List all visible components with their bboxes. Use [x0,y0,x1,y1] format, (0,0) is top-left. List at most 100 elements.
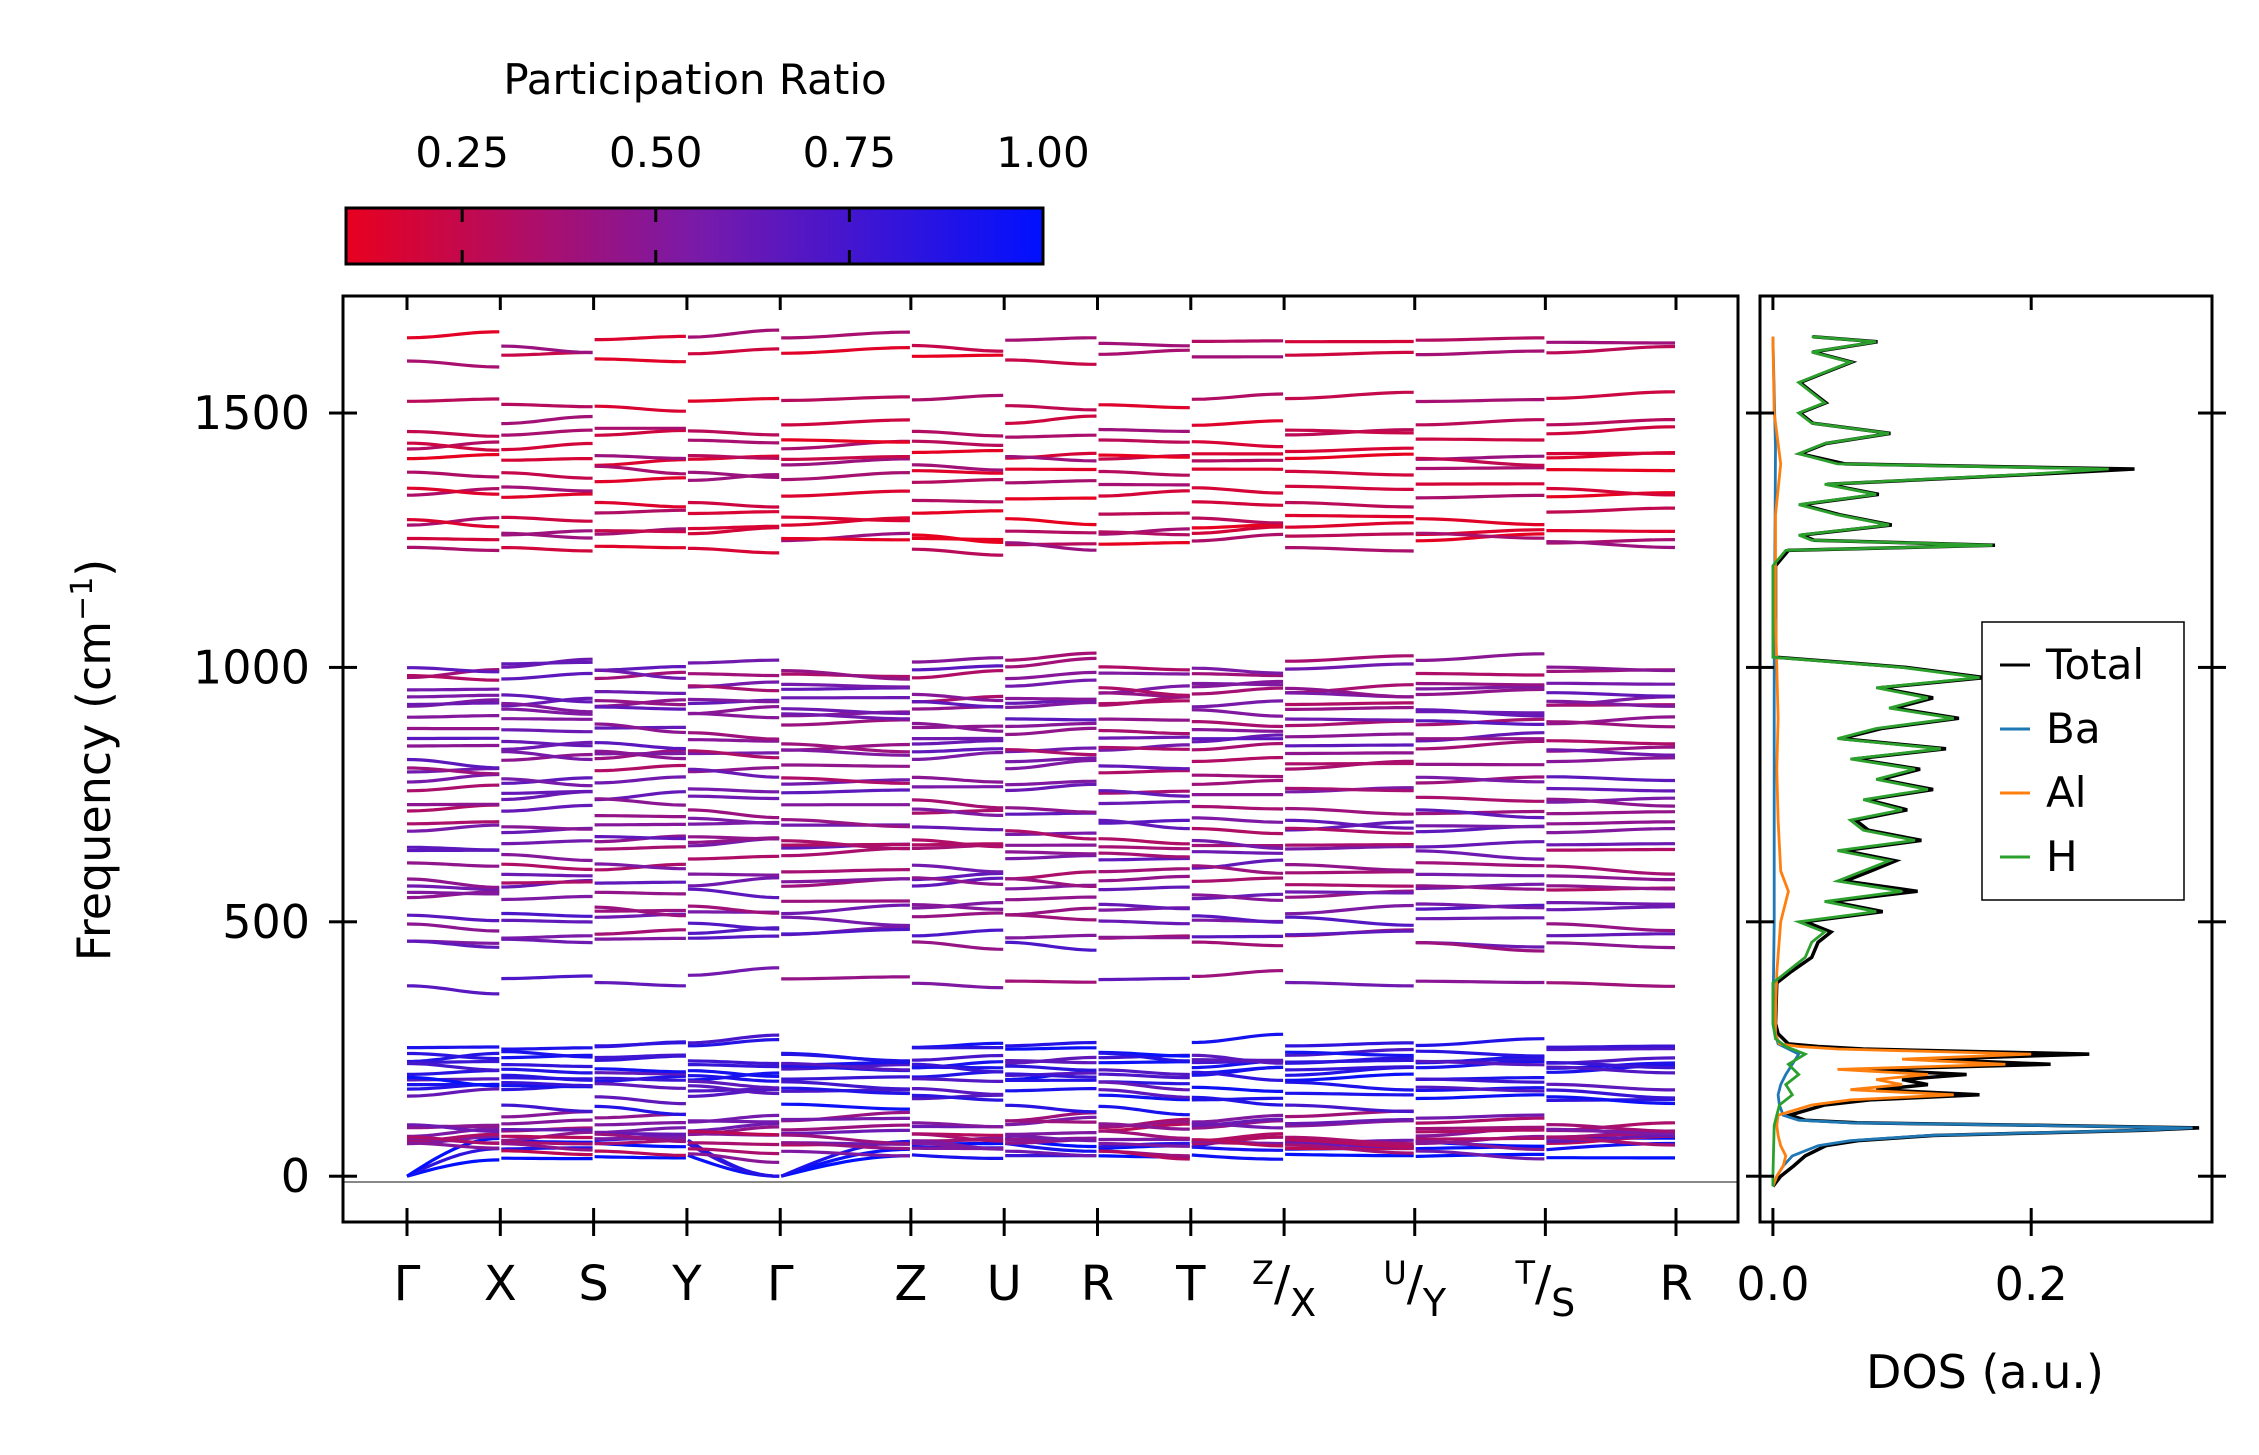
band-line [687,1063,780,1069]
band-line [1005,1072,1097,1079]
band-line [407,743,500,748]
band-line [781,763,910,768]
band-line [1285,1041,1414,1048]
band-line [1285,826,1414,835]
band-line [407,470,500,479]
band-axes-frame [341,294,1740,1224]
band-line [1285,818,1414,830]
band-line [911,393,1004,402]
band-line [687,1141,780,1147]
band-line [1546,665,1675,673]
band-line [911,353,1004,358]
band-line [911,439,1004,447]
band-line [1005,404,1097,412]
band-line [407,701,500,707]
band-line [687,1038,780,1048]
band-line [911,825,1004,832]
band-line [1098,511,1190,516]
band-line [1415,1077,1545,1084]
band-line [1191,838,1284,850]
band-line [1546,1065,1676,1075]
band-line [1098,348,1190,356]
band-line [911,547,1004,557]
band-line [687,887,780,900]
band-line [594,822,686,827]
k-point-label: T [1175,1256,1206,1312]
band-line [911,700,1004,709]
band-line [1546,390,1676,400]
dos-panel: 0.0 0.2 DOS (a.u.) Total Ba Al H [1736,294,2226,1399]
band-line [687,500,780,509]
band-line [407,666,500,674]
band-line [911,775,1004,784]
band-line [501,974,593,981]
band-line [501,740,593,751]
band-line [1546,739,1675,746]
band-line [1415,795,1545,803]
band-line [1098,665,1190,672]
band-line [501,752,593,762]
band-line [1005,779,1097,787]
band-line [1191,458,1284,463]
band-line [1191,1113,1284,1124]
band-line [1546,756,1676,764]
band-line [781,1123,910,1132]
band-line [501,701,593,714]
band-line [911,903,1004,911]
band-line [1546,905,1675,912]
band-line [1415,398,1545,404]
band-line [594,1121,686,1127]
band-line [687,794,780,801]
band-line [1285,1072,1414,1082]
band-line [1546,540,1676,550]
band-line [594,500,686,509]
band-line [407,884,500,891]
band-line [911,656,1004,664]
band-line [781,776,910,785]
band-line [407,1051,500,1061]
band-line [687,672,780,678]
band-line [1415,456,1545,467]
band-line [781,1086,910,1096]
band-line [1191,850,1284,855]
band-line [1005,541,1097,552]
band-line [501,693,593,704]
band-line [1098,1149,1190,1161]
band-line [911,901,1004,910]
band-line [1415,1113,1545,1120]
band-line [687,658,780,665]
band-line [781,1141,910,1151]
band-line [1098,851,1190,859]
band-line [687,396,780,403]
band-line [781,330,910,340]
band-line [911,911,1004,919]
band-line [594,749,686,761]
band-line [1005,895,1097,902]
band-line [911,981,1004,990]
band-line [501,707,593,716]
band-line [1546,820,1676,826]
band-line [781,718,910,727]
band-line [1191,532,1284,543]
band-line [911,940,1004,951]
band-line [1546,418,1675,427]
band-line [501,660,593,666]
band-line [911,533,1004,544]
band-line [1191,666,1284,675]
band-line [911,463,1004,472]
band-line [1005,700,1097,709]
band-line [1285,1135,1414,1146]
band-line [1415,1116,1545,1125]
band-line [594,1132,686,1144]
band-line [1285,1143,1414,1155]
band-line [501,872,593,878]
band-line [781,877,910,884]
band-line [1005,336,1097,342]
band-line [406,877,500,889]
band-line [1098,1122,1190,1131]
band-line [687,546,780,555]
band-line [501,750,593,762]
band-line [594,797,686,807]
band-line [1191,1138,1284,1148]
band-line [1005,758,1097,771]
